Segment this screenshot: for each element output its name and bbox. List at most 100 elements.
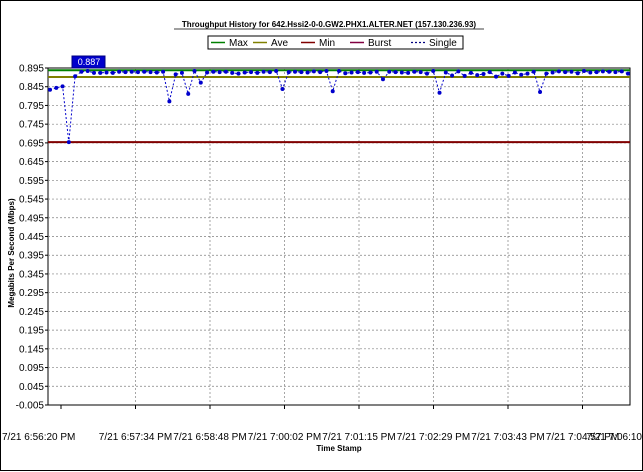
data-point: [544, 71, 549, 76]
data-point: [60, 84, 65, 89]
y-tick-label: 0.795: [19, 101, 44, 112]
data-point: [161, 69, 166, 74]
legend: Max Ave Min Burst Single: [207, 35, 464, 50]
data-point: [142, 69, 147, 74]
data-point: [135, 70, 140, 75]
data-point: [374, 69, 379, 74]
data-point: [261, 69, 266, 74]
data-point: [173, 72, 178, 77]
series-line-single: [49, 69, 629, 143]
x-tick-label: 7/21 6:56:20 PM: [2, 432, 75, 443]
data-point: [230, 70, 235, 75]
data-point: [387, 69, 392, 74]
data-point: [337, 68, 341, 73]
data-point: [475, 73, 480, 78]
series-single: [48, 68, 630, 145]
x-axis-ticks: 7/21 6:56:20 PM 7/21 6:57:34 PM 7/21 6:58:…: [2, 405, 642, 443]
value-tooltip: 0.887: [71, 55, 106, 69]
data-point: [525, 71, 530, 76]
data-point: [343, 71, 348, 76]
data-point: [531, 69, 536, 74]
data-point: [110, 70, 115, 75]
data-point: [286, 70, 291, 75]
data-point: [563, 70, 568, 75]
data-point: [443, 70, 448, 75]
data-point: [318, 70, 323, 75]
data-point: [48, 87, 52, 92]
data-point: [393, 70, 398, 75]
data-point: [311, 69, 316, 74]
y-tick-label: 0.895: [19, 64, 44, 75]
y-tick-label: 0.295: [19, 288, 44, 299]
x-tick-label: 7/21 7:04:57 PM: [546, 432, 619, 443]
y-tick-label: 0.445: [19, 232, 44, 243]
data-point: [305, 70, 310, 75]
x-tick-label: 7/21 6:58:48 PM: [173, 432, 246, 443]
data-point: [368, 70, 373, 75]
y-tick-label: 0.745: [19, 120, 44, 131]
data-point: [512, 70, 517, 75]
y-tick-label: 0.245: [19, 307, 44, 318]
legend-label-ave: Ave: [271, 38, 288, 49]
data-point: [399, 70, 404, 75]
data-point: [613, 70, 618, 75]
data-point: [198, 80, 203, 85]
data-point: [450, 73, 455, 78]
y-tick-label: 0.545: [19, 195, 44, 206]
data-point: [192, 68, 197, 73]
data-point: [299, 70, 304, 75]
data-point: [626, 71, 630, 76]
x-tick-label: 7/21 7:01:15 PM: [322, 432, 395, 443]
data-point: [54, 85, 59, 90]
data-point: [582, 68, 587, 73]
data-point: [538, 89, 543, 94]
data-point: [129, 69, 134, 74]
y-tick-label: -0.005: [16, 401, 45, 412]
data-point: [242, 70, 247, 75]
data-point: [104, 70, 109, 75]
data-point: [556, 69, 561, 74]
data-point: [179, 70, 184, 75]
data-point: [293, 69, 298, 74]
data-point: [406, 70, 411, 75]
y-tick-label: 0.045: [19, 382, 44, 393]
tooltip-value: 0.887: [78, 57, 101, 67]
data-point: [274, 68, 279, 73]
legend-label-max: Max: [229, 38, 248, 49]
y-tick-label: 0.395: [19, 251, 44, 262]
data-point: [330, 89, 335, 94]
data-point: [437, 90, 442, 95]
legend-label-min: Min: [319, 38, 335, 49]
data-point: [205, 70, 210, 75]
data-point: [619, 69, 624, 74]
legend-label-single: Single: [429, 38, 457, 49]
data-point: [500, 71, 505, 76]
data-point: [267, 70, 272, 75]
data-point: [362, 70, 367, 75]
y-tick-label: 0.095: [19, 363, 44, 374]
data-point: [117, 69, 122, 74]
y-tick-label: 0.595: [19, 176, 44, 187]
data-point: [349, 70, 354, 75]
data-point: [167, 99, 172, 104]
data-point: [519, 72, 524, 77]
data-point: [431, 68, 436, 73]
data-point: [73, 74, 78, 79]
x-tick-label: 7/21 7:00:02 PM: [248, 432, 321, 443]
legend-box: [207, 35, 464, 50]
data-point: [481, 71, 486, 76]
y-tick-label: 0.845: [19, 82, 44, 93]
data-point: [98, 70, 103, 75]
chart-title: Throughput History for 642.Hssi2-0-0.GW2…: [182, 20, 476, 29]
data-point: [418, 70, 423, 75]
y-axis-ticks: 0.895 0.845 0.795 0.745 0.695 0.645 0.595 0.545…: [16, 64, 48, 412]
data-point: [255, 70, 260, 75]
data-point: [79, 69, 84, 74]
data-point: [600, 69, 605, 74]
y-tick-label: 0.145: [19, 344, 44, 355]
x-tick-label: 7/21 6:57:34 PM: [99, 432, 172, 443]
data-point: [412, 69, 417, 74]
data-point: [249, 70, 254, 75]
data-point: [594, 70, 599, 75]
